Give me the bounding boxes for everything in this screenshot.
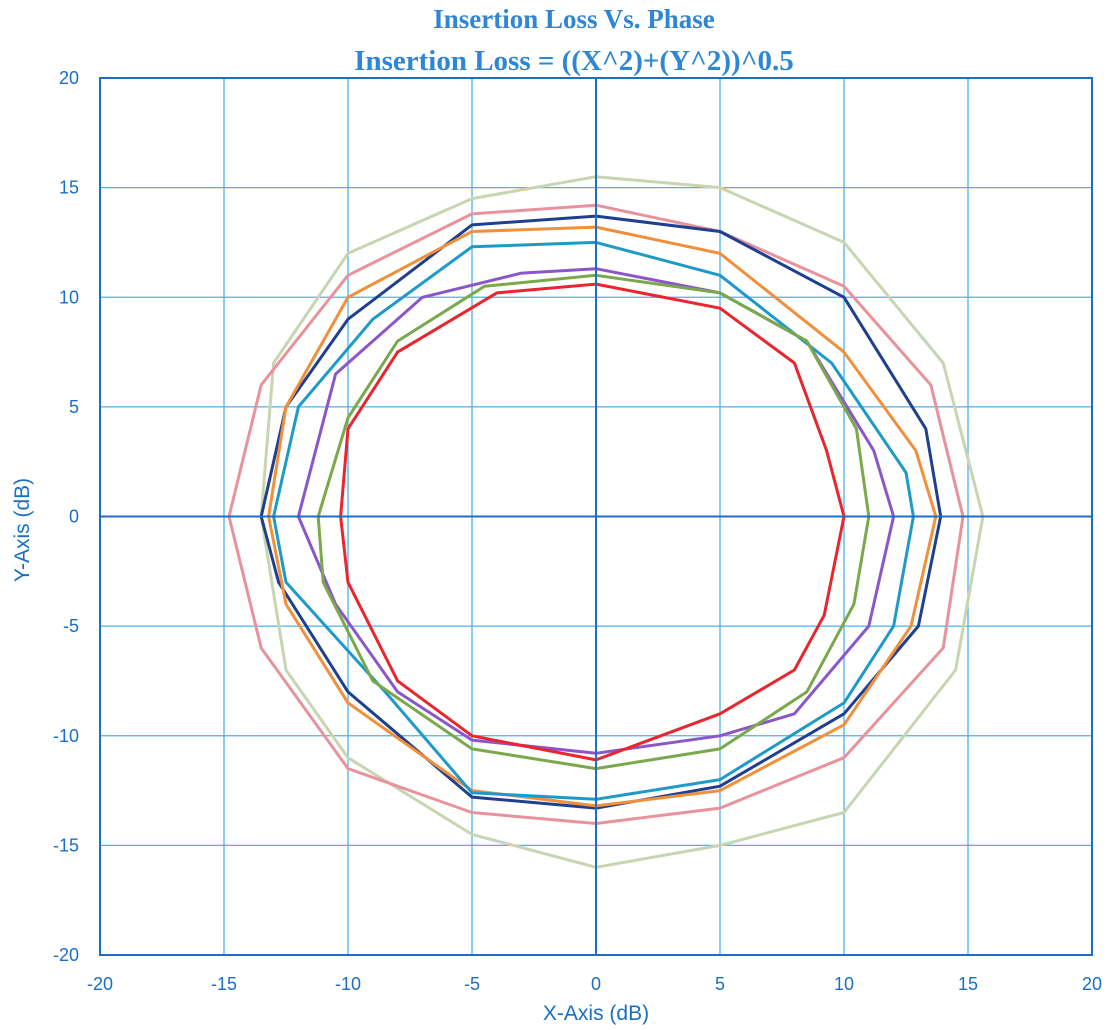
chart-title: Insertion Loss Vs. Phase bbox=[433, 4, 715, 34]
y-tick-label: -15 bbox=[53, 835, 79, 855]
x-axis-label: X-Axis (dB) bbox=[543, 1002, 649, 1025]
x-tick-labels: -20 -15 -10 -5 0 5 10 15 20 bbox=[87, 974, 1102, 994]
y-tick-label: 15 bbox=[59, 178, 79, 198]
y-tick-label: 5 bbox=[69, 397, 79, 417]
chart-subtitle: Insertion Loss = ((X^2)+(Y^2))^0.5 bbox=[354, 45, 794, 77]
series-group bbox=[227, 175, 985, 869]
axes bbox=[99, 77, 1093, 956]
x-tick-label: -5 bbox=[464, 974, 480, 994]
x-tick-label: 5 bbox=[715, 974, 725, 994]
x-tick-label: -15 bbox=[211, 974, 237, 994]
x-tick-label: 15 bbox=[958, 974, 978, 994]
y-tick-label: -20 bbox=[53, 945, 79, 965]
series-line-5 bbox=[272, 240, 915, 801]
x-tick-label: 0 bbox=[591, 974, 601, 994]
y-tick-labels: -20 -15 -10 -5 0 5 10 15 20 bbox=[53, 68, 79, 965]
y-tick-label: -10 bbox=[53, 726, 79, 746]
y-tick-label: 10 bbox=[59, 287, 79, 307]
x-tick-label: -20 bbox=[87, 974, 113, 994]
x-tick-label: 10 bbox=[834, 974, 854, 994]
series-line-8 bbox=[339, 282, 846, 762]
x-tick-label: 20 bbox=[1082, 974, 1102, 994]
y-tick-label: 0 bbox=[69, 507, 79, 527]
series-line-3 bbox=[259, 214, 943, 810]
y-axis-label: Y-Axis (dB) bbox=[11, 478, 34, 582]
x-tick-label: -10 bbox=[335, 974, 361, 994]
y-tick-label: 20 bbox=[59, 68, 79, 88]
y-tick-label: -5 bbox=[63, 616, 79, 636]
